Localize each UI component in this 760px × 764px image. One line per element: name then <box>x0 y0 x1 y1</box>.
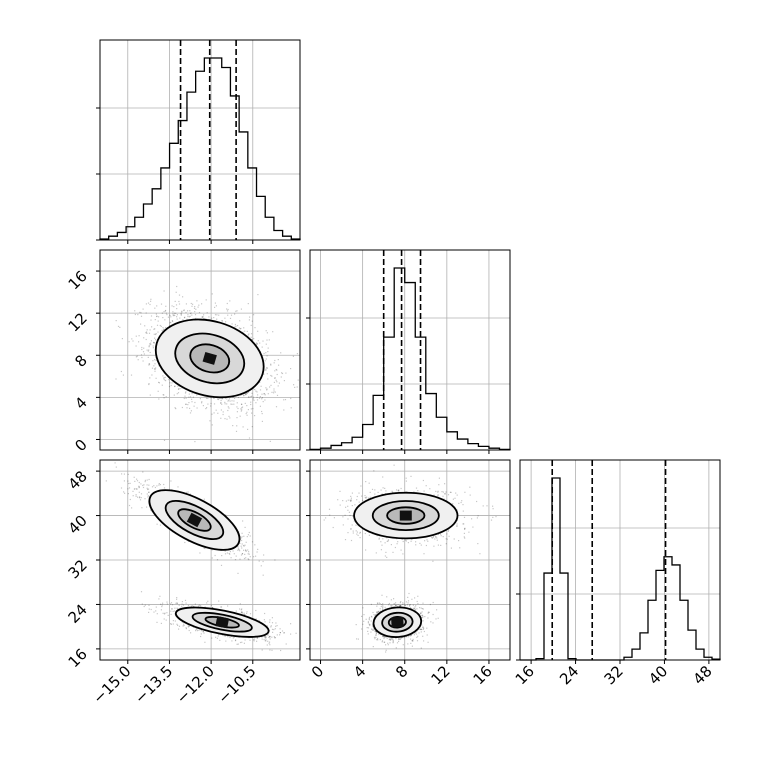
y-tick-label: 40 <box>65 512 91 538</box>
panel-frame <box>100 40 300 240</box>
density-peak <box>391 617 404 628</box>
histogram-0 <box>100 58 300 240</box>
y-tick-label: 16 <box>65 267 91 293</box>
x-tick-label: 16 <box>470 662 496 688</box>
y-tick-label: 16 <box>65 645 91 671</box>
y-tick-label: 8 <box>71 351 90 370</box>
histogram-1 <box>310 268 510 450</box>
y-tick-label: 24 <box>65 601 91 627</box>
x-tick-label: −10.5 <box>214 662 259 707</box>
contour-group <box>141 478 249 562</box>
contour-group <box>146 307 273 409</box>
x-tick-label: 48 <box>689 662 715 688</box>
x-tick-label: 40 <box>645 662 671 688</box>
panel-0-0 <box>96 40 300 244</box>
panel-2-1: 0 4 8 12 16 <box>306 460 510 688</box>
x-tick-label: 0 <box>308 662 327 681</box>
x-tick-label: 4 <box>350 662 369 681</box>
panel-1-1 <box>306 250 510 454</box>
x-tick-label: 12 <box>427 662 453 688</box>
x-tick-label: 24 <box>556 662 582 688</box>
contour-group <box>174 602 271 643</box>
y-tick-label: 48 <box>65 467 91 493</box>
x-tick-label: −15.0 <box>89 662 134 707</box>
y-tick-label: 32 <box>65 556 91 582</box>
y-tick-label: 4 <box>71 393 90 412</box>
panel-2-0: −15.0−13.5−12.0−10.5 16 24 32 40 48 <box>65 460 305 707</box>
x-tick-label: 16 <box>512 662 538 688</box>
panel-frame <box>310 250 510 450</box>
x-tick-label: 32 <box>601 662 627 688</box>
x-tick-label: −13.5 <box>131 662 176 707</box>
density-peak <box>400 511 412 521</box>
x-tick-label: −12.0 <box>173 662 218 707</box>
y-tick-label: 12 <box>65 309 91 335</box>
contour-group <box>354 493 457 539</box>
x-tick-label: 8 <box>392 662 411 681</box>
panel-1-0: 0 4 8 12 16 <box>65 250 316 455</box>
panel-2-2: 16 24 32 40 48 <box>512 460 720 688</box>
y-tick-label: 0 <box>71 436 90 455</box>
